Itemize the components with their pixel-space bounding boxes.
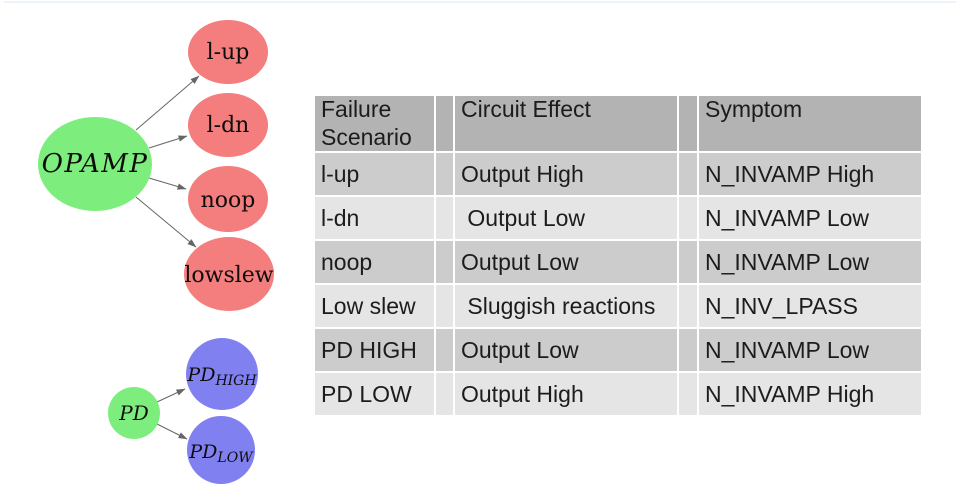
symptom-cell: N_INVAMP High — [699, 153, 921, 196]
node-l-up-label: l-up — [207, 40, 250, 65]
header-failure-scenario: Failure Scenario — [315, 96, 434, 152]
node-pd-low — [187, 416, 255, 484]
edge-group — [135, 75, 200, 440]
spacer-cell — [436, 373, 453, 416]
node-lowslew — [184, 237, 274, 311]
edge-opamp-ldn — [148, 135, 188, 149]
header-spacer — [436, 96, 453, 152]
spacer-cell — [436, 285, 453, 328]
table-header-row: Failure Scenario Circuit Effect Symptom — [315, 96, 921, 152]
table-row-low-slew: Low slew Sluggish reactions N_INV_LPASS — [315, 285, 921, 328]
table-row-pd-low: PD LOW Output High N_INVAMP High — [315, 373, 921, 416]
spacer-cell — [679, 153, 697, 196]
effect-cell: Output Low — [455, 197, 677, 240]
edge-pd-pdlow — [156, 423, 188, 440]
node-pd-label: PD — [118, 401, 149, 425]
node-l-dn — [188, 93, 268, 157]
node-lowslew-label: lowslew — [184, 263, 273, 288]
table-row-pd-high: PD HIGH Output Low N_INVAMP Low — [315, 329, 921, 372]
effect-cell: Sluggish reactions — [455, 285, 677, 328]
node-noop-label: noop — [201, 188, 256, 213]
effect-cell: Output High — [455, 373, 677, 416]
header-circuit-effect: Circuit Effect — [455, 96, 677, 152]
spacer-cell — [679, 285, 697, 328]
symptom-cell: N_INVAMP Low — [699, 329, 921, 372]
node-pd-low-sub: LOW — [216, 450, 254, 466]
node-opamp — [38, 117, 152, 211]
fault-tree-diagram: OPAMP l-up l-dn noop lowslew PD PDHIGH P… — [38, 20, 274, 484]
scenario-cell: noop — [315, 241, 434, 284]
node-pd-high-label: PDHIGH — [186, 364, 257, 389]
effect-cell: Output High — [455, 153, 677, 196]
node-pd-high-sub: HIGH — [214, 373, 257, 389]
node-pd-high-main: PD — [186, 364, 215, 386]
node-opamp-label: OPAMP — [42, 149, 149, 179]
node-noop — [188, 166, 268, 232]
table-row-l-dn: l-dn Output Low N_INVAMP Low — [315, 197, 921, 240]
header-spacer — [679, 96, 697, 152]
top-border-line — [4, 1, 956, 3]
node-pd-low-main: PD — [188, 441, 217, 463]
node-pd-low-label: PDLOW — [188, 441, 254, 466]
symptom-cell: N_INVAMP Low — [699, 241, 921, 284]
spacer-cell — [436, 197, 453, 240]
failure-scenario-table: Failure Scenario Circuit Effect Symptom … — [313, 94, 923, 417]
scenario-cell: l-dn — [315, 197, 434, 240]
spacer-cell — [679, 373, 697, 416]
table-row-l-up: l-up Output High N_INVAMP High — [315, 153, 921, 196]
edge-opamp-lup — [135, 75, 200, 131]
node-l-dn-label: l-dn — [207, 113, 250, 138]
spacer-cell — [679, 329, 697, 372]
spacer-cell — [436, 241, 453, 284]
spacer-cell — [679, 197, 697, 240]
edge-pd-pdhigh — [156, 388, 186, 403]
scenario-cell: PD LOW — [315, 373, 434, 416]
edge-opamp-lowslew — [135, 196, 197, 248]
scenario-cell: l-up — [315, 153, 434, 196]
effect-cell: Output Low — [455, 241, 677, 284]
symptom-cell: N_INVAMP High — [699, 373, 921, 416]
spacer-cell — [679, 241, 697, 284]
symptom-cell: N_INV_LPASS — [699, 285, 921, 328]
table-row-noop: noop Output Low N_INVAMP Low — [315, 241, 921, 284]
node-pd — [108, 387, 160, 439]
header-symptom: Symptom — [699, 96, 921, 152]
node-pd-high — [186, 338, 258, 410]
scenario-cell: Low slew — [315, 285, 434, 328]
spacer-cell — [436, 329, 453, 372]
spacer-cell — [436, 153, 453, 196]
effect-cell: Output Low — [455, 329, 677, 372]
symptom-cell: N_INVAMP Low — [699, 197, 921, 240]
scenario-cell: PD HIGH — [315, 329, 434, 372]
node-l-up — [188, 20, 268, 84]
edge-opamp-noop — [148, 177, 187, 190]
